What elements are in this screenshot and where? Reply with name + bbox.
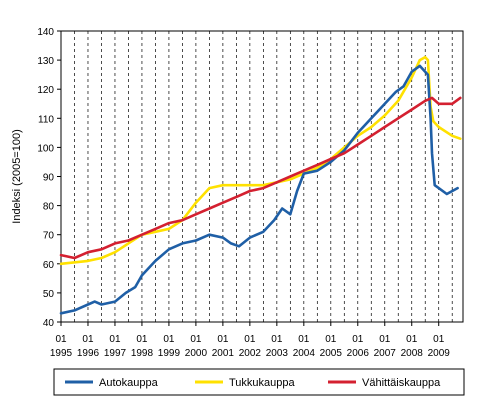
y-tick-label: 70 (43, 231, 55, 242)
x-tick-year: 2007 (374, 348, 397, 359)
x-tick-month: 01 (109, 334, 121, 345)
x-tick-month: 01 (190, 334, 202, 345)
x-tick-month: 01 (82, 334, 94, 345)
x-tick-year: 1995 (50, 348, 73, 359)
x-tick-month: 01 (379, 334, 391, 345)
y-tick-label: 140 (37, 27, 54, 38)
legend-label: Vähittäiskauppa (362, 377, 441, 389)
series-line-autokauppa (59, 64, 459, 315)
legend-label: Autokauppa (99, 377, 159, 389)
y-axis-label: Indeksi (2005=100) (11, 129, 23, 223)
x-tick-year: 2006 (347, 348, 370, 359)
x-tick-month: 01 (244, 334, 256, 345)
x-tick-month: 01 (298, 334, 310, 345)
y-tick-label: 100 (37, 143, 54, 154)
x-tick-month: 01 (352, 334, 364, 345)
x-tick-year: 2001 (212, 348, 235, 359)
legend: Autokauppa Tukkukauppa Vähittäiskauppa (53, 368, 465, 396)
x-tick-year: 1996 (77, 348, 100, 359)
x-tick-year: 2003 (266, 348, 289, 359)
x-tick-year: 2002 (239, 348, 262, 359)
x-axis: 01 1995 01 1996 01 1997 01 1998 01 1999 01 2000 01 20… (50, 322, 450, 359)
x-tick-year: 2000 (185, 348, 208, 359)
y-tick-label: 80 (43, 202, 55, 213)
x-tick-year: 2008 (401, 348, 424, 359)
gridlines (74, 31, 453, 322)
series-line-tukkukauppa (59, 55, 462, 266)
x-tick-month: 01 (325, 334, 337, 345)
legend-label: Tukkukauppa (229, 377, 296, 389)
x-tick-year: 1998 (131, 348, 154, 359)
x-tick-month: 01 (163, 334, 175, 345)
x-tick-year: 1997 (104, 348, 127, 359)
y-axis: 40 50 60 70 80 90 100 110 120 130 140 (37, 27, 61, 329)
x-tick-month: 01 (406, 334, 418, 345)
series-line-vähittäiskauppa (59, 96, 462, 260)
series-lines (59, 55, 462, 315)
x-tick-month: 01 (136, 334, 148, 345)
x-tick-month: 01 (271, 334, 283, 345)
y-tick-label: 110 (38, 114, 54, 125)
y-tick-label: 60 (43, 260, 55, 271)
y-tick-label: 120 (37, 85, 54, 96)
legend-box (53, 368, 465, 396)
x-tick-year: 2009 (428, 348, 451, 359)
x-tick-year: 1999 (158, 348, 181, 359)
x-tick-year: 2004 (293, 348, 316, 359)
plot-frame (60, 30, 464, 323)
y-tick-label: 40 (43, 318, 55, 329)
y-tick-label: 50 (43, 289, 55, 300)
y-tick-label: 90 (43, 173, 55, 184)
x-tick-year: 2005 (320, 348, 343, 359)
x-tick-month: 01 (217, 334, 229, 345)
x-tick-month: 01 (433, 334, 445, 345)
x-tick-month: 01 (55, 334, 67, 345)
y-tick-label: 130 (37, 56, 54, 67)
